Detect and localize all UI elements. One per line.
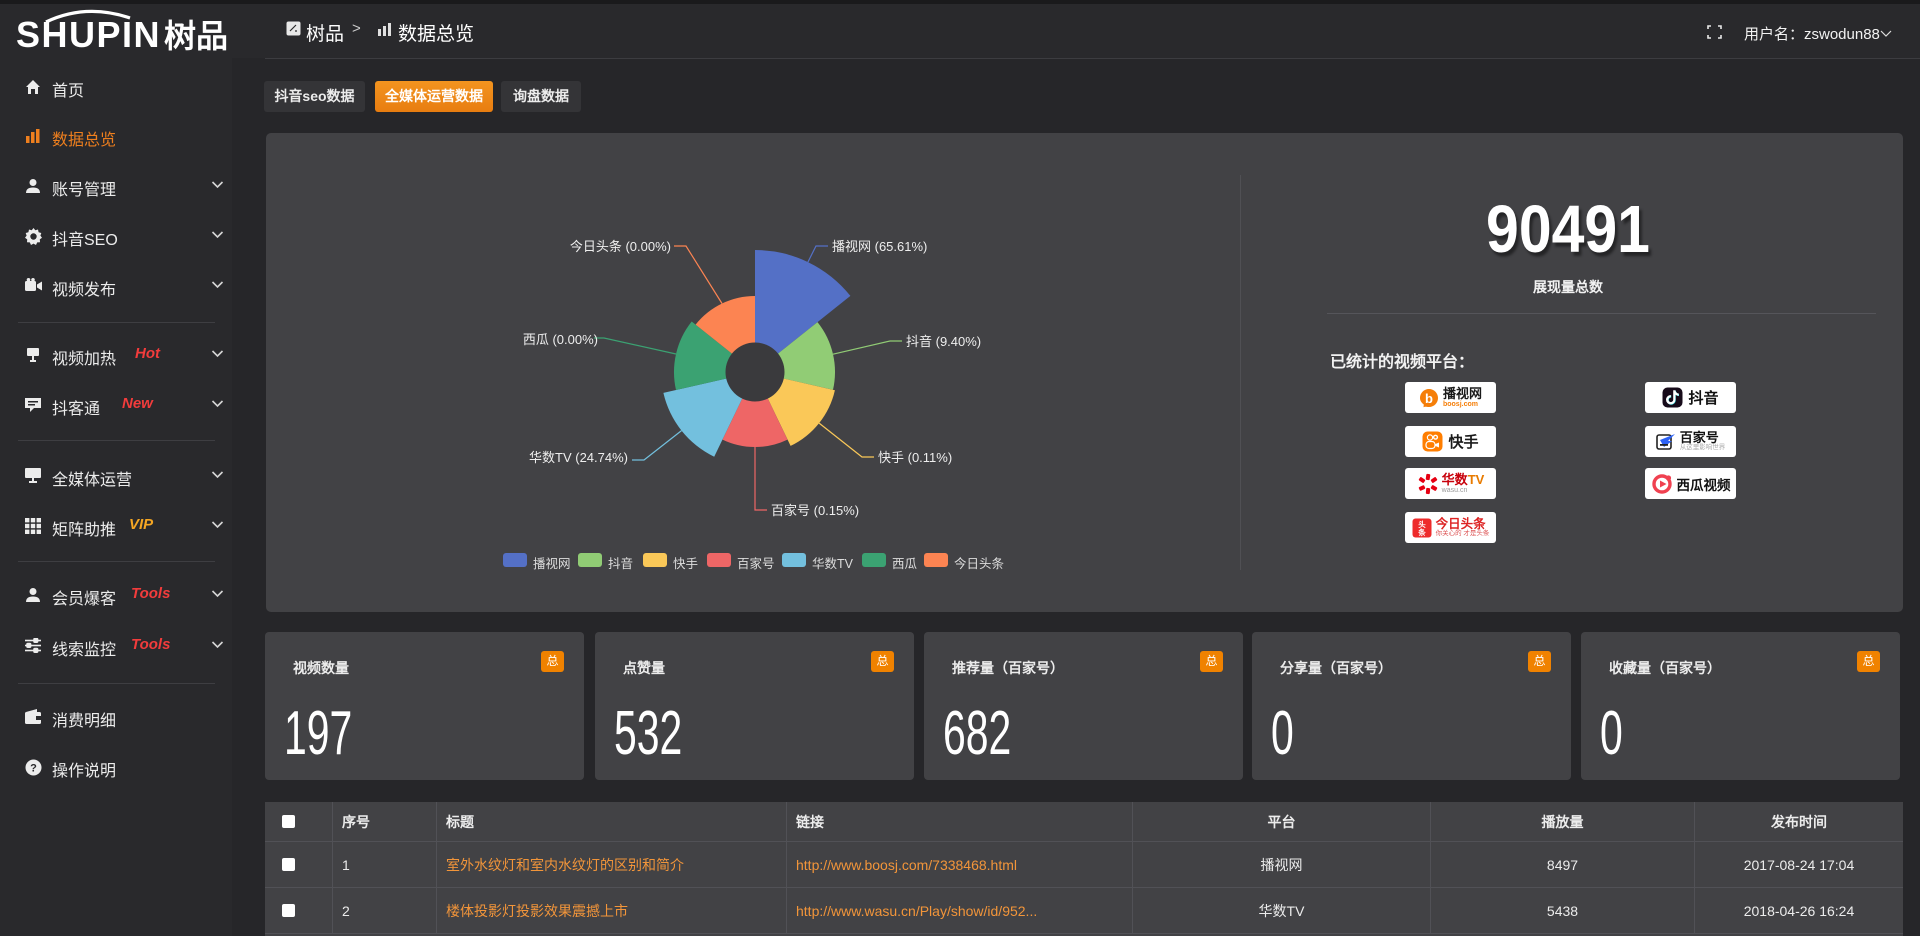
svg-text:头: 头: [1418, 519, 1426, 529]
svg-text:百家号 (0.15%): 百家号 (0.15%): [771, 503, 859, 518]
svg-text:西瓜 (0.00%): 西瓜 (0.00%): [523, 332, 598, 347]
svg-text:条: 条: [1417, 527, 1426, 537]
svg-text:b: b: [1425, 391, 1433, 406]
svg-text:?: ?: [30, 763, 37, 775]
svg-text:SHUPIN: SHUPIN: [16, 14, 161, 54]
svg-text:今日头条 (0.00%): 今日头条 (0.00%): [570, 239, 671, 254]
svg-text:播视网 (65.61%): 播视网 (65.61%): [832, 239, 927, 254]
svg-text:华数TV (24.74%): 华数TV (24.74%): [529, 450, 628, 465]
svg-text:快手 (0.11%): 快手 (0.11%): [878, 450, 952, 465]
svg-text:抖音 (9.40%): 抖音 (9.40%): [906, 334, 981, 349]
svg-text:树品: 树品: [164, 18, 228, 54]
